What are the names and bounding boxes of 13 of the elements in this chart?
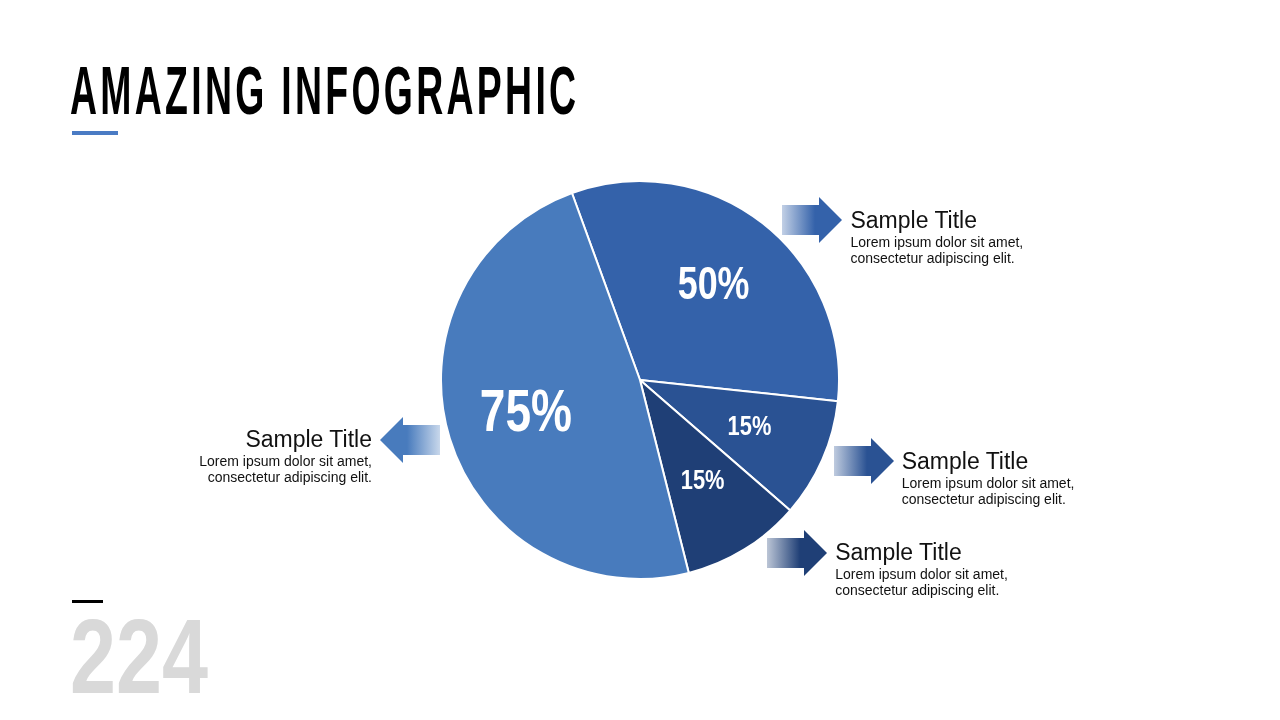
data-label: 50% [677,257,750,309]
legend-label: Sample Title [901,447,1030,475]
text: Lorem ipsum dolor sit amet, consectetur adipiscing elit. [835,566,1009,599]
legend-label: Sample Title [835,539,963,567]
text: Lorem ipsum dolor sit amet, consectetur adipiscing elit. [901,474,1076,507]
data-label: 75% [479,377,572,444]
data-label: 15% [727,409,772,441]
chart-title: AMAZING INFOGRAPHIC [70,52,580,128]
data-label: 15% [680,463,725,495]
text: Lorem ipsum dolor sit amet, consectetur adipiscing elit. [198,453,372,486]
slice-label: Sample Title [244,426,372,454]
legend-label: Sample Title [850,206,979,234]
text: Lorem ipsum dolor sit amet, consectetur adipiscing elit. [850,233,1025,266]
